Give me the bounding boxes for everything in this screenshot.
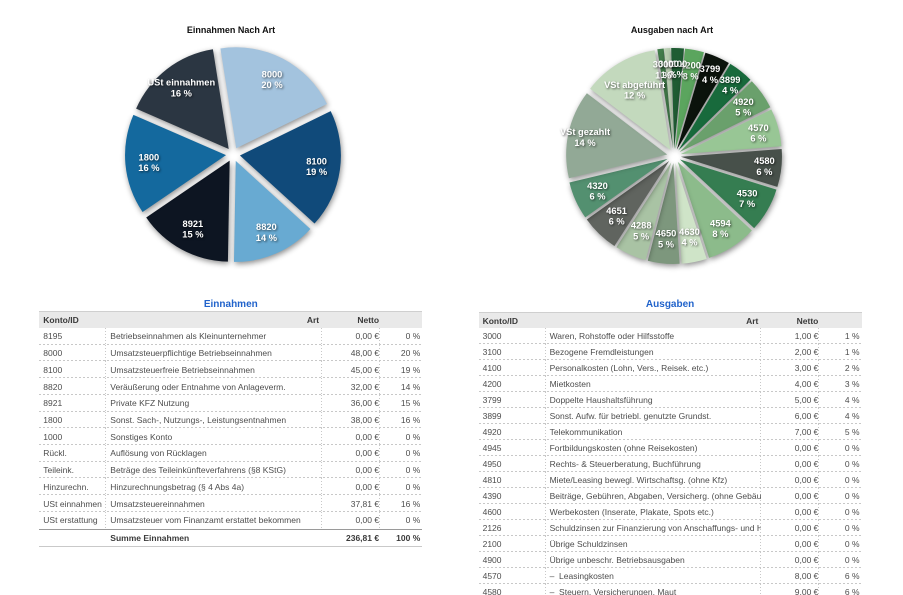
svg-text:41002 %: 4100 2 %: [667, 59, 688, 80]
svg-text:38994 %: 3899 4 %: [720, 75, 741, 96]
svg-text:42003 %: 4200 3 %: [680, 61, 701, 82]
svg-text:45948 %: 4594 8 %: [710, 218, 732, 239]
svg-text:46516 %: 4651 6 %: [606, 206, 627, 227]
svg-text:37994 %: 3799 4 %: [700, 64, 721, 85]
svg-text:180016 %: 1800 16 %: [138, 152, 160, 173]
svg-text:45806 %: 4580 6 %: [754, 156, 775, 177]
svg-text:49205 %: 4920 5 %: [733, 97, 754, 118]
svg-text:882014 %: 8820 14 %: [256, 222, 278, 243]
svg-text:31001 %: 3100 1 %: [658, 59, 679, 80]
svg-text:810019 %: 8100 19 %: [306, 157, 328, 178]
svg-text:45307 %: 4530 7 %: [737, 188, 758, 209]
svg-text:43206 %: 4320 6 %: [587, 181, 608, 202]
svg-text:42885 %: 4288 5 %: [631, 221, 652, 242]
svg-text:46505 %: 4650 5 %: [656, 229, 677, 250]
svg-text:892115 %: 8921 15 %: [182, 219, 204, 240]
svg-text:30001 %: 3000 1 %: [653, 60, 674, 81]
svg-text:800020 %: 8000 20 %: [261, 70, 283, 91]
svg-text:46304 %: 4630 4 %: [679, 227, 700, 248]
svg-text:45706 %: 4570 6 %: [748, 123, 769, 144]
